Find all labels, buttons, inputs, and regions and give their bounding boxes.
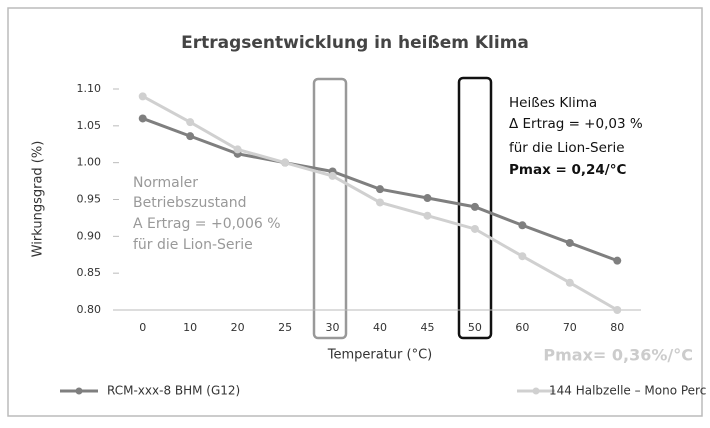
point — [423, 211, 432, 220]
point — [138, 92, 147, 101]
x-axis-label: Temperatur (°C) — [327, 348, 433, 363]
x-tick-label: 45 — [420, 321, 434, 334]
y-tick-label: 0.85 — [77, 266, 102, 279]
point — [376, 185, 384, 194]
annotation: Heißes Klima — [509, 95, 597, 111]
chart-title: Ertragsentwicklung in heißem Klima — [181, 33, 529, 53]
point — [613, 256, 622, 265]
annotation-normal: Normaler Betriebszustand A Ertrag = +0,0… — [133, 175, 281, 253]
x-tick-label: 70 — [563, 321, 577, 334]
x-tick-label: 30 — [326, 321, 340, 334]
point — [376, 198, 384, 207]
point — [423, 194, 432, 203]
point — [138, 114, 147, 123]
legend-marker — [75, 387, 83, 395]
point — [565, 278, 574, 287]
annotation: Normaler — [133, 175, 198, 191]
y-tick-label: 1.10 — [77, 82, 102, 95]
point — [470, 224, 479, 233]
annotation: Δ Ertrag = +0,03 % — [509, 116, 643, 132]
legend-label: RCM-xxx-8 BHM (G12) — [107, 384, 240, 398]
annotation: für die Lion-Serie — [509, 140, 625, 156]
y-tick-label: 1.05 — [77, 119, 102, 132]
y-tick-label: 1.00 — [77, 156, 102, 169]
point — [518, 252, 527, 261]
point — [281, 158, 290, 167]
point — [186, 118, 195, 127]
annotation: für die Lion-Serie — [133, 237, 253, 253]
pmax-note: Pmax= 0,36%/°C — [543, 346, 693, 365]
x-tick-label: 0 — [139, 321, 146, 334]
y-tick-label: 0.90 — [77, 229, 102, 242]
legend-marker — [532, 387, 540, 395]
point — [518, 221, 527, 230]
annotation: Betriebszustand — [133, 195, 247, 211]
annotation-hot: Heißes Klima Δ Ertrag = +0,03 % für die … — [509, 95, 643, 178]
highlight-box — [457, 76, 493, 340]
y-axis-label: Wirkungsgrad (%) — [31, 141, 46, 258]
x-tick-label: 20 — [231, 321, 245, 334]
point — [613, 306, 622, 314]
x-tick-label: 40 — [373, 321, 387, 334]
annotation: A Ertrag = +0,006 % — [133, 216, 281, 232]
highlight-box — [312, 77, 348, 340]
legend-label: 144 Halbzelle – Mono Perc (M10) — [549, 384, 710, 398]
x-tick-label: 60 — [515, 321, 529, 334]
y-tick-label: 0.80 — [77, 303, 102, 316]
point — [565, 238, 574, 247]
point — [470, 202, 479, 211]
annotation: Pmax = 0,24/°C — [509, 162, 626, 178]
y-tick-label: 0.95 — [77, 193, 102, 206]
x-tick-label: 50 — [468, 321, 482, 334]
x-tick-label: 80 — [610, 321, 624, 334]
point — [186, 132, 195, 141]
point — [233, 145, 242, 154]
point — [328, 171, 337, 180]
frame — [7, 7, 703, 417]
x-tick-label: 10 — [183, 321, 197, 334]
x-tick-label: 25 — [278, 321, 292, 334]
